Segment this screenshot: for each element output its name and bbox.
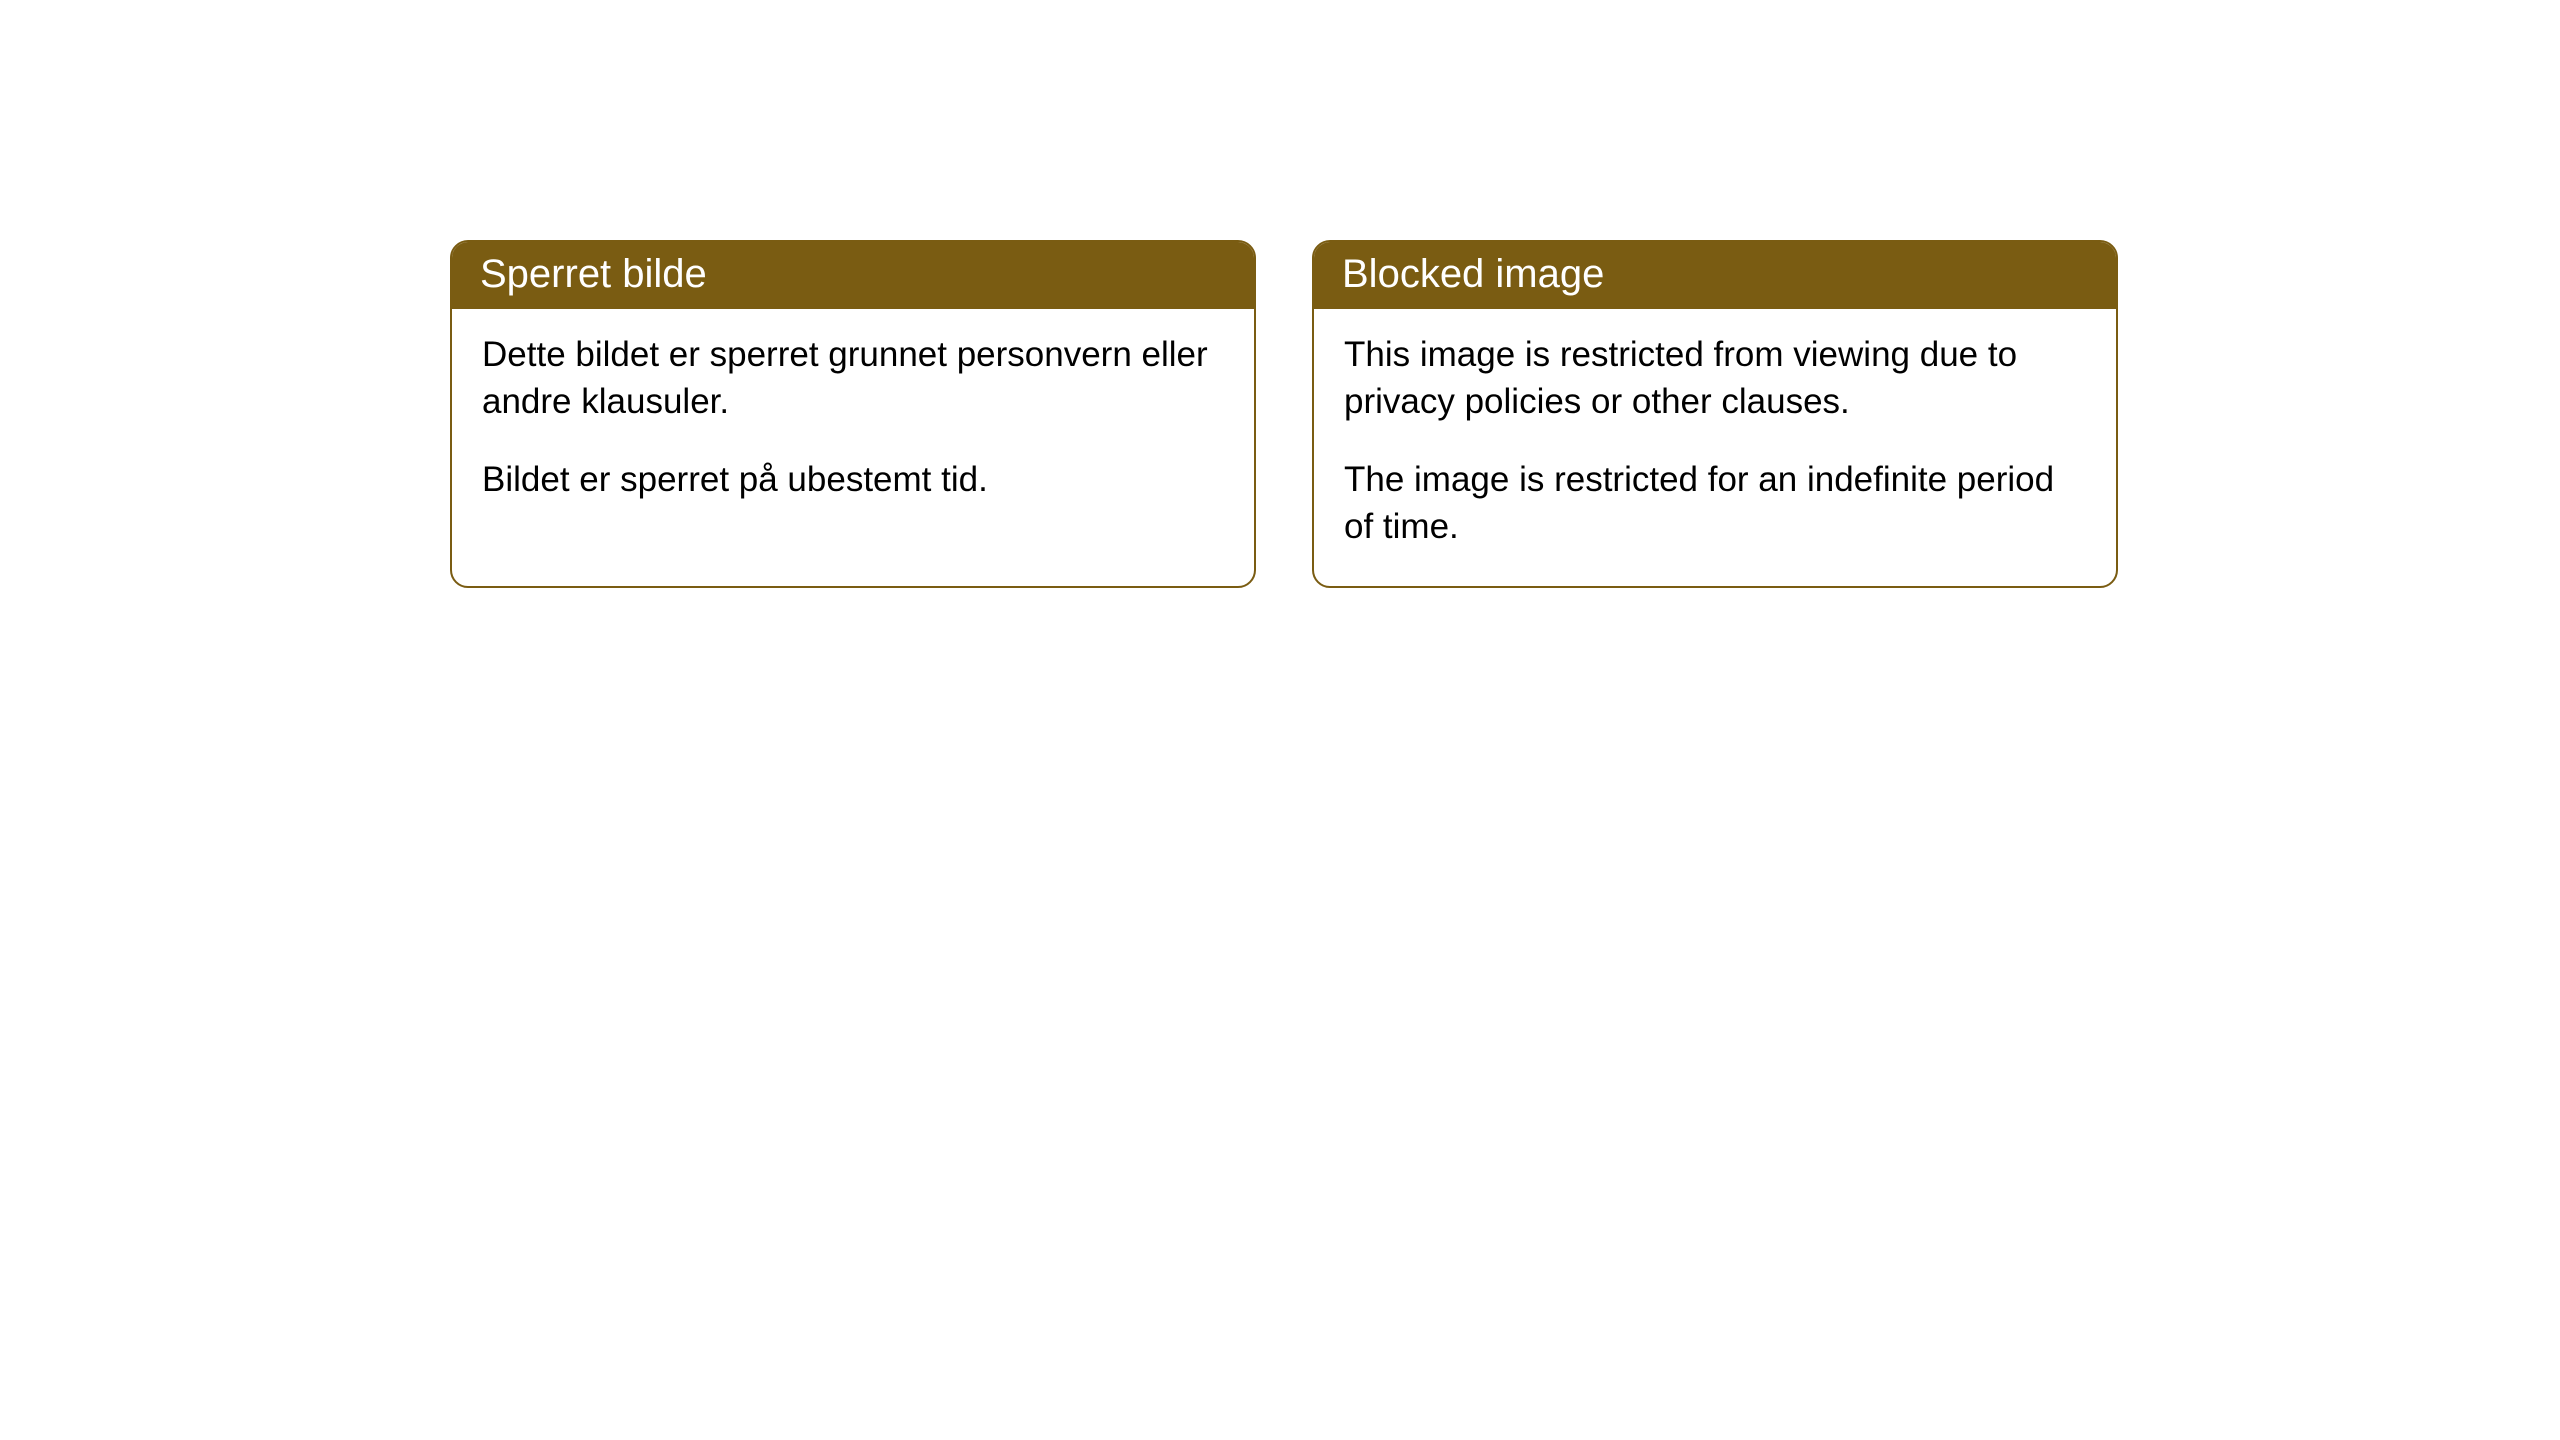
notice-card-english: Blocked image This image is restricted f… (1312, 240, 2118, 588)
notice-title: Sperret bilde (480, 252, 707, 296)
notice-paragraph: Dette bildet er sperret grunnet personve… (482, 331, 1224, 426)
notice-title: Blocked image (1342, 252, 1604, 296)
notice-paragraph: This image is restricted from viewing du… (1344, 331, 2086, 426)
notice-card-norwegian: Sperret bilde Dette bildet er sperret gr… (450, 240, 1256, 588)
notice-header: Sperret bilde (452, 242, 1254, 309)
notice-header: Blocked image (1314, 242, 2116, 309)
notice-body: This image is restricted from viewing du… (1314, 309, 2116, 586)
notice-body: Dette bildet er sperret grunnet personve… (452, 309, 1254, 539)
notice-paragraph: The image is restricted for an indefinit… (1344, 456, 2086, 551)
notice-container: Sperret bilde Dette bildet er sperret gr… (450, 240, 2118, 588)
notice-paragraph: Bildet er sperret på ubestemt tid. (482, 456, 1224, 503)
